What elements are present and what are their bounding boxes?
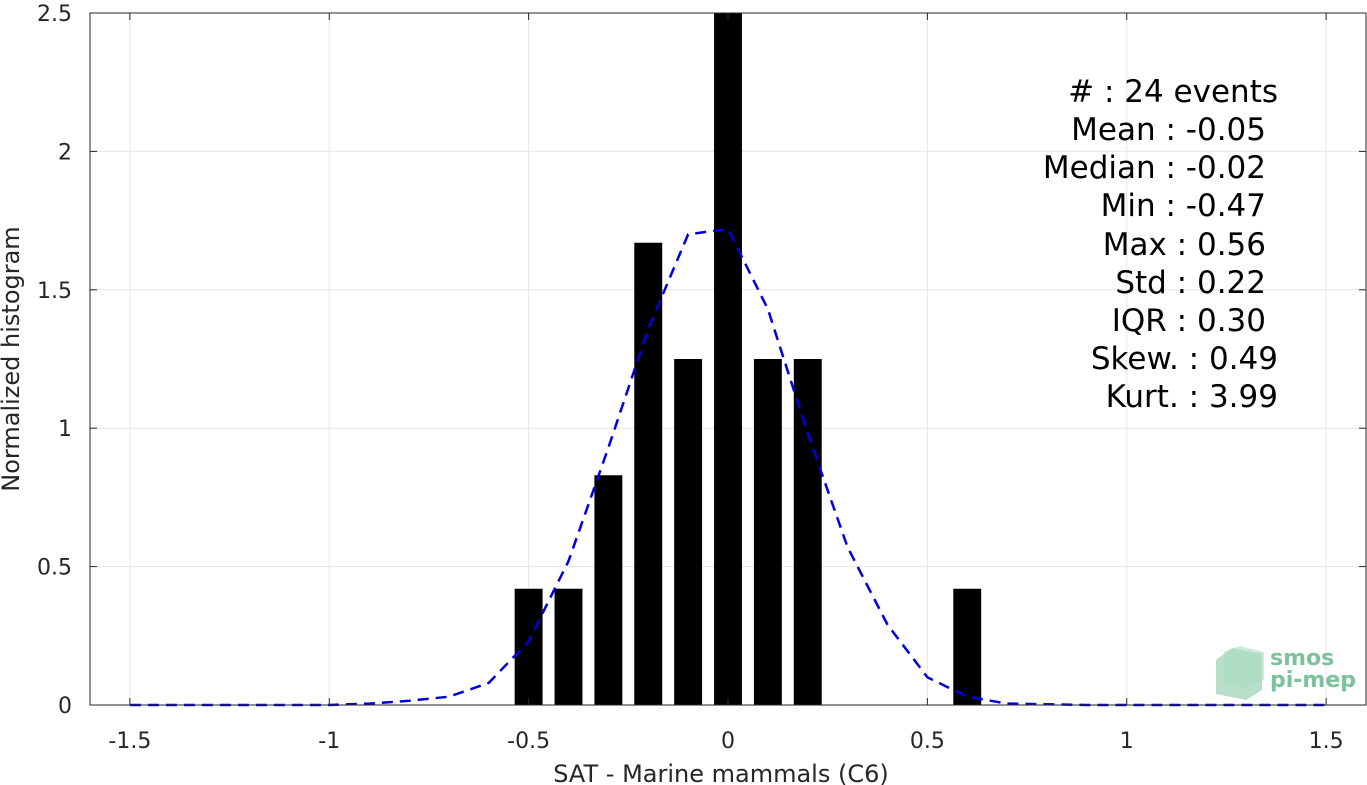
histogram-bar: [554, 588, 583, 705]
y-tick-label: 1.5: [37, 279, 72, 304]
y-axis-label: Normalized histogram: [0, 226, 25, 491]
histogram-bar: [753, 359, 782, 705]
x-tick-label: 0.5: [910, 729, 945, 754]
y-tick-label: 2: [58, 140, 72, 165]
x-tick-label: 0: [721, 729, 735, 754]
histogram-bar: [634, 242, 663, 705]
histogram-bar: [714, 13, 742, 705]
histogram-bar: [793, 359, 822, 705]
logo-shape-front: [1224, 646, 1264, 688]
y-tick-label: 0: [58, 694, 72, 719]
histogram-bar: [953, 588, 982, 705]
x-tick-label: -1: [318, 729, 340, 754]
stat-iqr: IQR : 0.30: [1112, 303, 1266, 339]
logo-text-pimep: pi-mep: [1270, 668, 1356, 693]
x-tick-label: 1: [1120, 729, 1134, 754]
y-tick-label: 1: [58, 417, 72, 442]
x-tick-label: -0.5: [507, 729, 550, 754]
y-tick-label: 0.5: [37, 556, 72, 581]
histogram-bar: [514, 588, 543, 705]
smos-pimep-logo: smos pi-mep: [1216, 646, 1356, 700]
stat-median: Median : -0.02: [1043, 150, 1266, 186]
x-axis-label: SAT - Marine mammals (C6): [553, 760, 888, 785]
y-tick-label: 2.5: [37, 2, 72, 27]
x-tick-label: 1.5: [1309, 729, 1344, 754]
stat-mean: Mean : -0.05: [1071, 112, 1266, 148]
x-axis-ticks: -1.5 -1 -0.5 0 0.5 1 1.5: [108, 13, 1344, 754]
stat-kurt: Kurt. : 3.99: [1106, 379, 1278, 415]
stat-min: Min : -0.47: [1101, 188, 1266, 224]
stat-max: Max : 0.56: [1103, 227, 1266, 263]
x-tick-label: -1.5: [108, 729, 151, 754]
stat-std: Std : 0.22: [1115, 265, 1266, 301]
histogram-bar: [594, 475, 623, 705]
statistics-box: # : 24 events Mean : -0.05 Median : -0.0…: [1043, 74, 1278, 415]
stat-events: # : 24 events: [1068, 74, 1278, 110]
logo-text-smos: smos: [1270, 646, 1334, 671]
stat-skew: Skew. : 0.49: [1091, 341, 1278, 377]
gaussian-fit-line: [129, 227, 1327, 707]
y-axis-ticks: 0 0.5 1 1.5 2 2.5: [37, 2, 1366, 719]
bars: [514, 13, 982, 705]
histogram-bar: [674, 359, 703, 705]
